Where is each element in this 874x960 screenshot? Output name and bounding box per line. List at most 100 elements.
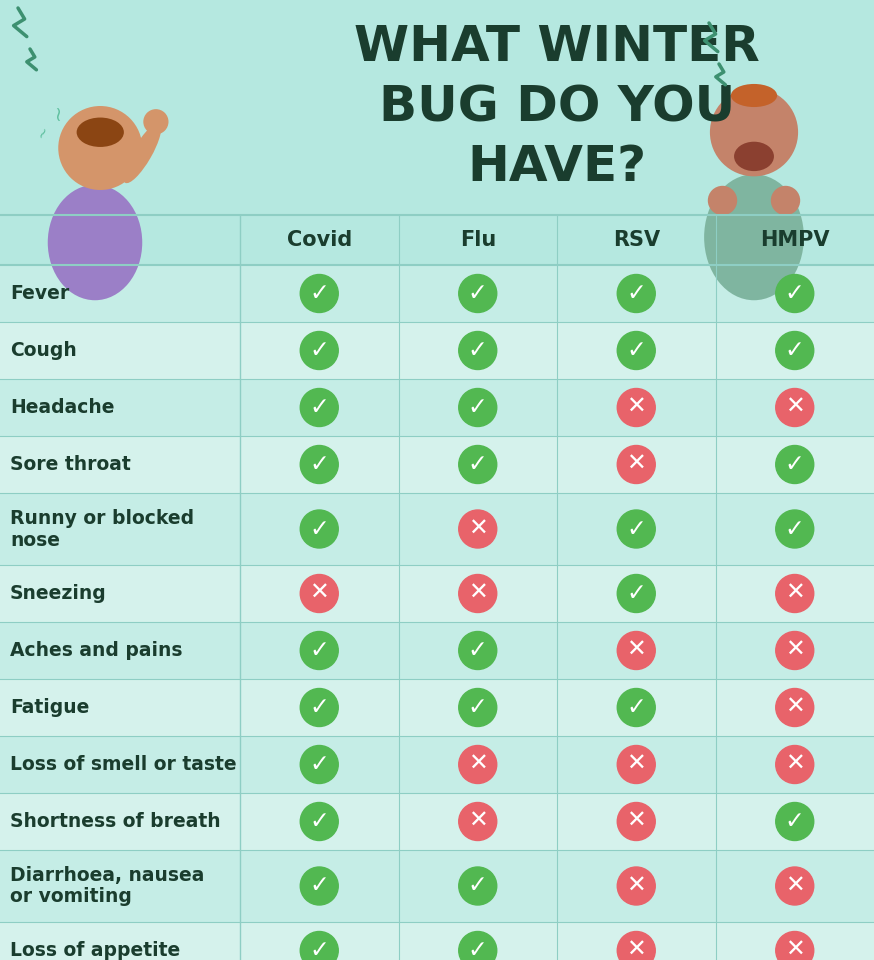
Text: ✕: ✕ (627, 395, 646, 419)
Ellipse shape (123, 123, 161, 183)
Text: ✓: ✓ (785, 281, 805, 305)
Circle shape (459, 688, 496, 727)
FancyBboxPatch shape (0, 679, 874, 736)
Text: ✓: ✓ (468, 395, 488, 419)
Text: ✕: ✕ (627, 638, 646, 662)
Text: ✓: ✓ (468, 638, 488, 662)
Text: Flu: Flu (460, 230, 496, 250)
Text: ✓: ✓ (309, 452, 329, 476)
Circle shape (301, 746, 338, 783)
Circle shape (459, 275, 496, 313)
Circle shape (776, 803, 814, 841)
Text: Aches and pains: Aches and pains (10, 641, 183, 660)
Text: ✕: ✕ (627, 938, 646, 960)
Text: ~: ~ (33, 123, 52, 141)
Text: ✕: ✕ (468, 516, 488, 540)
Circle shape (459, 746, 496, 783)
Circle shape (617, 574, 656, 612)
Circle shape (776, 331, 814, 370)
Text: ✓: ✓ (309, 874, 329, 898)
Circle shape (459, 867, 496, 905)
Circle shape (301, 867, 338, 905)
Text: ✓: ✓ (468, 281, 488, 305)
Circle shape (776, 275, 814, 313)
Circle shape (617, 389, 656, 426)
FancyBboxPatch shape (0, 922, 874, 960)
Circle shape (776, 931, 814, 960)
Text: ✓: ✓ (468, 338, 488, 362)
Circle shape (59, 106, 142, 190)
Text: ✓: ✓ (309, 809, 329, 833)
Circle shape (710, 88, 798, 177)
Circle shape (459, 510, 496, 548)
Circle shape (459, 803, 496, 841)
Circle shape (301, 574, 338, 612)
Text: ✓: ✓ (627, 338, 646, 362)
Text: ✓: ✓ (627, 695, 646, 719)
Text: HMPV: HMPV (760, 230, 829, 250)
Text: ✓: ✓ (309, 338, 329, 362)
Text: ✓: ✓ (309, 281, 329, 305)
Circle shape (708, 186, 737, 215)
Text: ✓: ✓ (627, 516, 646, 540)
Text: Sneezing: Sneezing (10, 584, 107, 603)
Circle shape (301, 275, 338, 313)
Text: ✓: ✓ (309, 938, 329, 960)
Text: ✕: ✕ (785, 752, 805, 776)
Circle shape (776, 746, 814, 783)
Text: ✕: ✕ (785, 695, 805, 719)
Text: ✕: ✕ (785, 938, 805, 960)
Circle shape (301, 931, 338, 960)
Text: ✕: ✕ (468, 581, 488, 605)
Text: ✕: ✕ (627, 809, 646, 833)
Text: Cough: Cough (10, 341, 77, 360)
Circle shape (617, 688, 656, 727)
Circle shape (301, 445, 338, 484)
Circle shape (143, 109, 169, 134)
Ellipse shape (114, 127, 135, 180)
Text: ✓: ✓ (785, 338, 805, 362)
Circle shape (776, 445, 814, 484)
Ellipse shape (77, 117, 124, 147)
Text: Loss of appetite: Loss of appetite (10, 941, 180, 960)
Ellipse shape (66, 127, 87, 180)
Ellipse shape (704, 175, 804, 300)
Ellipse shape (48, 184, 142, 300)
FancyBboxPatch shape (0, 322, 874, 379)
Text: ✓: ✓ (785, 809, 805, 833)
Circle shape (617, 931, 656, 960)
FancyBboxPatch shape (0, 565, 874, 622)
Text: ✓: ✓ (309, 516, 329, 540)
Text: ✓: ✓ (468, 874, 488, 898)
FancyBboxPatch shape (0, 265, 874, 322)
Text: ✕: ✕ (785, 581, 805, 605)
Text: ✓: ✓ (309, 395, 329, 419)
Text: ✕: ✕ (785, 874, 805, 898)
FancyBboxPatch shape (0, 622, 874, 679)
Circle shape (459, 445, 496, 484)
FancyBboxPatch shape (0, 493, 874, 565)
Text: ✕: ✕ (468, 809, 488, 833)
Text: ✕: ✕ (627, 752, 646, 776)
Ellipse shape (731, 84, 777, 108)
Circle shape (776, 632, 814, 669)
Text: WHAT WINTER: WHAT WINTER (354, 23, 760, 71)
Text: Covid: Covid (287, 230, 352, 250)
FancyBboxPatch shape (0, 379, 874, 436)
Text: RSV: RSV (613, 230, 660, 250)
Circle shape (617, 331, 656, 370)
Text: ✓: ✓ (627, 581, 646, 605)
Text: BUG DO YOU: BUG DO YOU (378, 83, 735, 131)
Ellipse shape (734, 142, 774, 171)
FancyBboxPatch shape (0, 436, 874, 493)
FancyBboxPatch shape (0, 736, 874, 793)
Circle shape (301, 510, 338, 548)
Circle shape (617, 632, 656, 669)
Circle shape (301, 803, 338, 841)
Text: ✕: ✕ (468, 752, 488, 776)
Text: Shortness of breath: Shortness of breath (10, 812, 220, 831)
FancyBboxPatch shape (0, 850, 874, 922)
Circle shape (617, 803, 656, 841)
Circle shape (459, 331, 496, 370)
Text: ✓: ✓ (468, 938, 488, 960)
